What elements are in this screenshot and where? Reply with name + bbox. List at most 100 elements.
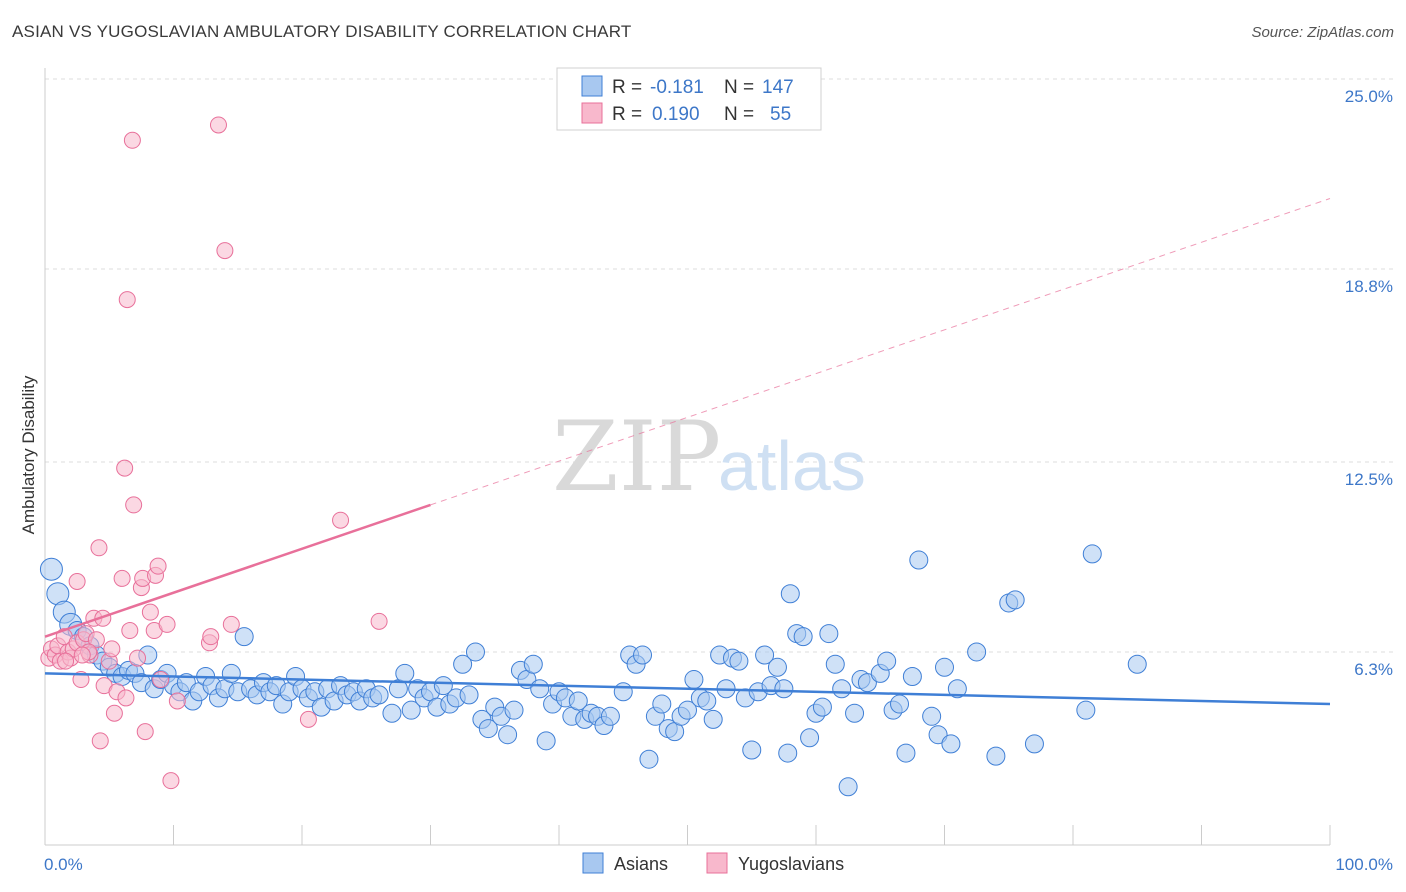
asians-point-123 [838, 777, 858, 797]
asians-point-71 [504, 700, 524, 720]
legend-n-value-yugoslavians: 55 [770, 104, 791, 125]
asians-point-120 [819, 624, 839, 644]
yugoslavians-point-53 [57, 652, 75, 670]
y-tick-label-1: 12.5% [1345, 470, 1393, 489]
asians-point-109 [755, 645, 775, 665]
asians-point-105 [729, 651, 749, 671]
yugoslavians-point-54 [73, 646, 91, 664]
legend-r-value-yugoslavians: 0.190 [652, 104, 700, 125]
asians-point-137 [941, 734, 961, 754]
yugoslavians-point-38 [149, 557, 167, 575]
legend-r-label-yugoslavians: R = [612, 104, 642, 125]
asians-point-138 [947, 679, 967, 699]
grid-lines [45, 78, 1395, 653]
asians-point-64 [459, 685, 479, 705]
asians-point-60 [433, 676, 453, 696]
asians-point-121 [825, 654, 845, 674]
y-tick-label-3: 25.0% [1345, 87, 1393, 106]
yugoslavians-point-16 [87, 631, 105, 649]
asians-point-128 [877, 651, 897, 671]
y-tick-label-0: 6.3% [1354, 660, 1393, 679]
asians-point-28 [221, 663, 241, 683]
asians-point-140 [986, 746, 1006, 766]
asians-point-117 [800, 728, 820, 748]
asians-point-126 [857, 673, 877, 693]
yugoslavians-point-35 [141, 603, 159, 621]
asians-point-124 [845, 703, 865, 723]
y-axis-label: Ambulatory Disability [19, 375, 38, 534]
asians-point-67 [478, 719, 498, 739]
asians-point-130 [890, 694, 910, 714]
asians-point-113 [778, 743, 798, 763]
yugoslavians-point-10 [68, 572, 86, 590]
asians-point-54 [395, 663, 415, 683]
yugoslavians-point-46 [216, 242, 234, 260]
yugoslavians-point-17 [90, 539, 108, 557]
yugoslavians-point-25 [113, 569, 131, 587]
yugoslavians-point-44 [202, 628, 220, 646]
x-tick-label-1: 100.0% [1335, 855, 1393, 874]
yugoslavians-point-40 [158, 615, 176, 633]
yugoslavians-point-39 [152, 671, 170, 689]
asians-point-146 [1005, 590, 1025, 610]
bottom-legend-swatch-yugoslavians [706, 852, 728, 874]
bottom-legend-swatch-asians [582, 852, 604, 874]
yugoslavians-point-42 [168, 692, 186, 710]
asians-point-145 [1127, 654, 1147, 674]
asians-trend-line [44, 672, 1331, 706]
y-tick-labels: 6.3% 12.5% 18.8% 25.0% [1345, 87, 1393, 679]
asians-point-111 [767, 657, 787, 677]
asians-point-0 [39, 557, 63, 581]
yugoslavians-point-28 [121, 622, 139, 640]
asians-point-144 [1082, 544, 1102, 564]
bottom-legend-yugoslavians: Yugoslavians [738, 854, 844, 874]
bottom-legend: Asians Yugoslavians [582, 852, 844, 874]
asians-points [39, 544, 1147, 797]
legend-r-label-asians: R = [612, 77, 642, 98]
asians-point-51 [369, 685, 389, 705]
yugoslavians-point-29 [123, 131, 141, 149]
y-tick-label-2: 18.8% [1345, 277, 1393, 296]
yugoslavians-trend-extension [430, 198, 1331, 506]
asians-point-114 [780, 584, 800, 604]
yugoslavians-trend-line [44, 503, 431, 638]
legend-n-value-asians: 147 [762, 77, 794, 98]
yugoslavians-point-41 [162, 772, 180, 790]
asians-point-55 [401, 700, 421, 720]
legend-n-label-yugoslavians: N = [724, 104, 754, 125]
yugoslavians-point-45 [209, 116, 227, 134]
asians-point-131 [896, 743, 916, 763]
axes [44, 68, 1331, 846]
asians-point-75 [530, 679, 550, 699]
asians-point-86 [600, 706, 620, 726]
asians-point-136 [935, 657, 954, 677]
asians-point-132 [902, 666, 922, 686]
yugoslavians-point-22 [103, 640, 121, 658]
asians-point-52 [382, 703, 402, 723]
yugoslavians-point-18 [91, 732, 109, 750]
asians-point-97 [678, 700, 697, 720]
asians-point-119 [812, 697, 832, 717]
asians-point-100 [697, 691, 717, 711]
asians-point-101 [703, 709, 723, 729]
asians-point-65 [465, 642, 485, 662]
x-tick-label-0: 0.0% [44, 855, 83, 874]
legend-n-label-asians: N = [724, 77, 754, 98]
asians-point-74 [523, 654, 543, 674]
asians-point-30 [234, 627, 254, 647]
asians-point-116 [793, 627, 813, 647]
asians-point-143 [1076, 700, 1096, 720]
asians-point-107 [742, 740, 762, 760]
asians-point-122 [832, 679, 852, 699]
asians-point-134 [922, 706, 942, 726]
bottom-legend-asians: Asians [614, 854, 668, 874]
yugoslavians-point-31 [129, 649, 147, 667]
yugoslavians-point-27 [118, 291, 136, 309]
legend-swatch-asians [581, 75, 603, 97]
yugoslavians-point-30 [125, 496, 143, 514]
asians-point-90 [633, 645, 653, 665]
asians-point-87 [613, 682, 633, 702]
asians-point-112 [774, 679, 794, 699]
asians-point-93 [652, 694, 672, 714]
